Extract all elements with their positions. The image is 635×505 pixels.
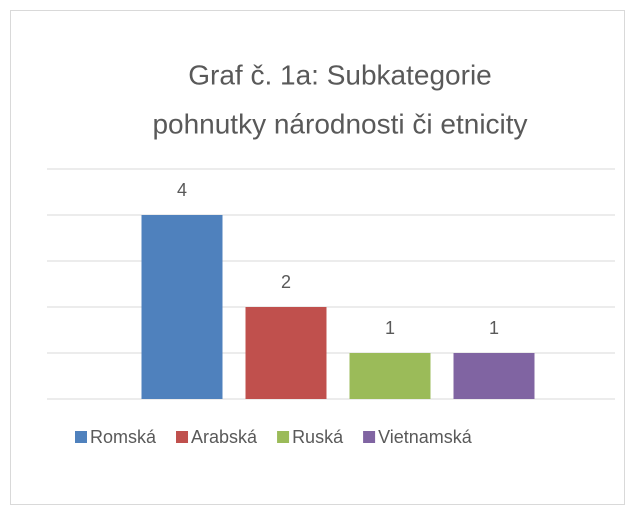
data-label: 1 xyxy=(489,318,499,338)
chart-title: Graf č. 1a: Subkategorie xyxy=(188,59,492,90)
legend-label: Arabská xyxy=(191,427,258,447)
legend-label: Romská xyxy=(90,427,157,447)
bar xyxy=(349,353,431,399)
chart-title: pohnutky národnosti či etnicity xyxy=(152,108,527,139)
legend-swatch xyxy=(176,431,189,443)
legend-swatch xyxy=(277,431,290,443)
data-label: 1 xyxy=(385,318,395,338)
legend-swatch xyxy=(75,431,87,443)
bar xyxy=(453,353,535,399)
legend-label: Vietnamská xyxy=(378,427,473,447)
data-label: 2 xyxy=(281,272,291,292)
bar xyxy=(245,307,327,399)
legend-swatch xyxy=(363,431,376,443)
chart-border xyxy=(10,10,625,505)
legend-label: Ruská xyxy=(292,427,344,447)
data-label: 4 xyxy=(177,180,187,200)
bar xyxy=(141,215,223,399)
